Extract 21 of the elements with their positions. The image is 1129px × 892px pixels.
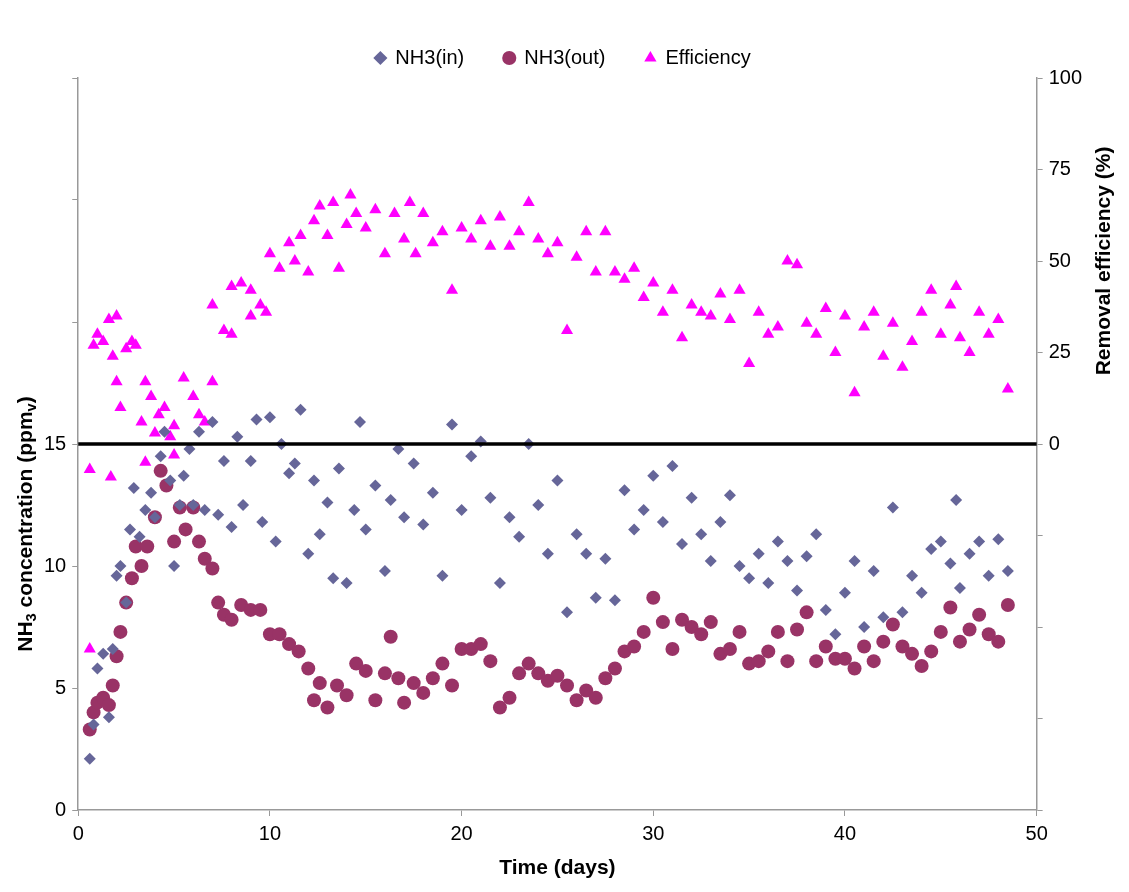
legend-label: NH3(in) <box>395 45 465 68</box>
x-tick-label: 0 <box>72 821 84 844</box>
y-tick-label: 10 <box>44 553 67 576</box>
x-tick-label: 20 <box>450 821 473 844</box>
x-tick-label: 10 <box>258 821 282 844</box>
y2-tick-label: 50 <box>1048 248 1071 271</box>
x-tick-label: 30 <box>642 821 665 844</box>
y-tick-label: 15 <box>44 431 67 454</box>
y2-tick-label: 25 <box>1048 340 1071 363</box>
x-tick-label: 40 <box>833 821 857 844</box>
y-axis-title: NH3 concentration (ppmv) <box>12 396 40 652</box>
y2-axis-title: Removal efficiency (%) <box>1090 146 1114 376</box>
legend-label: Efficiency <box>665 45 751 68</box>
x-tick-label: 50 <box>1025 821 1048 844</box>
y2-tick-label: 75 <box>1048 157 1071 180</box>
x-axis-title: Time (days) <box>499 854 616 878</box>
y2-tick-label: 100 <box>1048 65 1083 88</box>
y2-tick-label: 0 <box>1048 431 1060 454</box>
legend-label: NH3(out) <box>524 45 606 68</box>
y-tick-label: 5 <box>55 675 67 698</box>
y-tick-label: 0 <box>55 797 67 820</box>
